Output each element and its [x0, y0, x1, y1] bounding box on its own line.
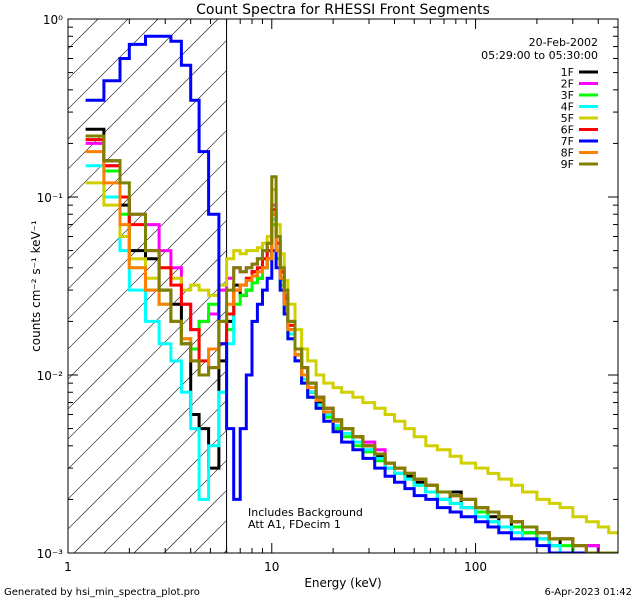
legend-label-7F: 7F: [561, 135, 574, 148]
chart-title: Count Spectra for RHESSI Front Segments: [196, 2, 490, 18]
y-tick-label: 10⁻²: [37, 369, 64, 383]
hatch-line: [68, 19, 219, 170]
legend-label-3F: 3F: [561, 89, 574, 102]
x-axis-label: Energy (keV): [304, 576, 381, 590]
legend-label-9F: 9F: [561, 158, 574, 171]
hatch-line: [68, 100, 227, 260]
y-axis-label: counts cm⁻² s⁻¹ keV⁻¹: [29, 220, 43, 352]
legend-label-5F: 5F: [561, 112, 574, 125]
hatch-line: [68, 130, 227, 290]
y-tick-label: 10⁻¹: [37, 191, 64, 205]
x-tick-label: 1: [64, 560, 72, 574]
hatch-line: [68, 310, 227, 470]
axis-ticks: [67, 18, 619, 554]
x-tick-labels: 1 10 100: [64, 560, 487, 574]
y-tick-label: 10⁰: [43, 13, 63, 27]
generated-by-label: Generated by hsi_min_spectra_plot.pro: [4, 587, 200, 598]
legend-label-8F: 8F: [561, 147, 574, 160]
hatch-line: [68, 160, 227, 320]
legend-label-4F: 4F: [561, 101, 574, 114]
hatch-line: [68, 220, 227, 380]
date-label: 20-Feb-2002: [529, 36, 598, 49]
series-line-5F: [85, 181, 618, 535]
y-tick-labels: 10⁰ 10⁻¹ 10⁻² 10⁻³: [37, 13, 64, 561]
time-range-label: 05:29:00 to 05:30:00: [481, 49, 598, 62]
hatch-line: [73, 400, 227, 553]
x-tick-label: 10: [264, 560, 279, 574]
x-tick-label: 100: [464, 560, 487, 574]
hatch-line: [133, 460, 227, 553]
series-line-9F: [85, 134, 618, 553]
timestamp-label: 6-Apr-2023 01:42: [544, 587, 632, 598]
hatch-line: [68, 190, 227, 350]
hatch-line: [68, 370, 227, 530]
hatch-line: [68, 19, 159, 110]
plot-frame: [67, 18, 619, 554]
series-group: [85, 34, 618, 553]
hatch-line: [68, 19, 189, 140]
hatch-line: [103, 430, 227, 553]
series-line-7F: [85, 34, 618, 553]
hatch-line: [68, 70, 227, 230]
legend-label-1F: 1F: [561, 66, 574, 79]
attenuator-note: Att A1, FDecim 1: [248, 518, 341, 531]
legend-label-2F: 2F: [561, 78, 574, 91]
hatch-line: [68, 340, 227, 500]
background-note: Includes Background: [248, 506, 363, 519]
legend-label-6F: 6F: [561, 124, 574, 137]
y-tick-label: 10⁻³: [37, 547, 64, 561]
hatch-line: [68, 40, 227, 200]
